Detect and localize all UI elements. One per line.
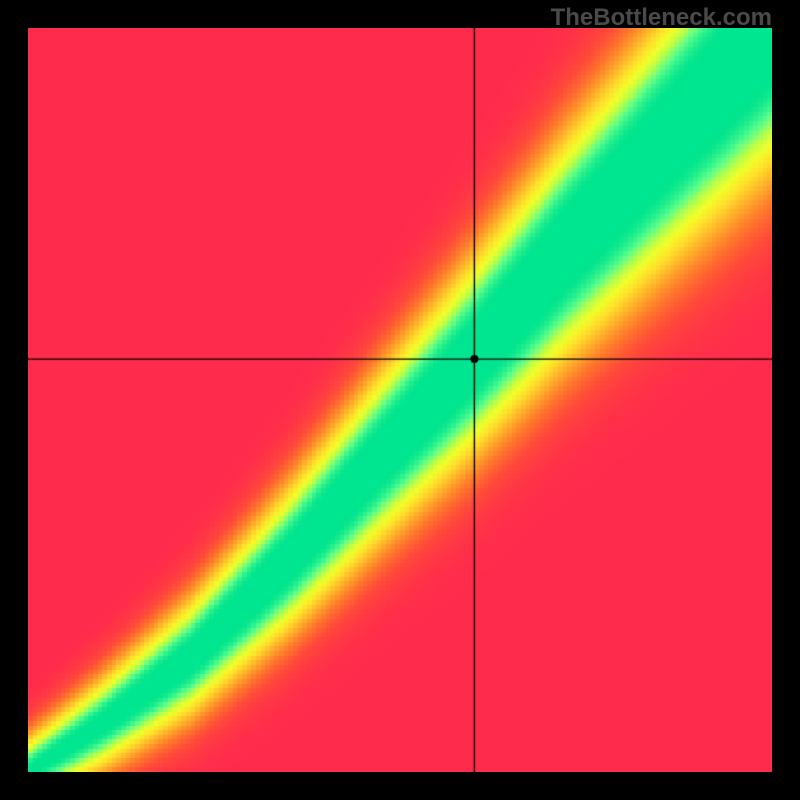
bottleneck-heatmap bbox=[28, 28, 772, 772]
watermark-text: TheBottleneck.com bbox=[551, 4, 772, 32]
